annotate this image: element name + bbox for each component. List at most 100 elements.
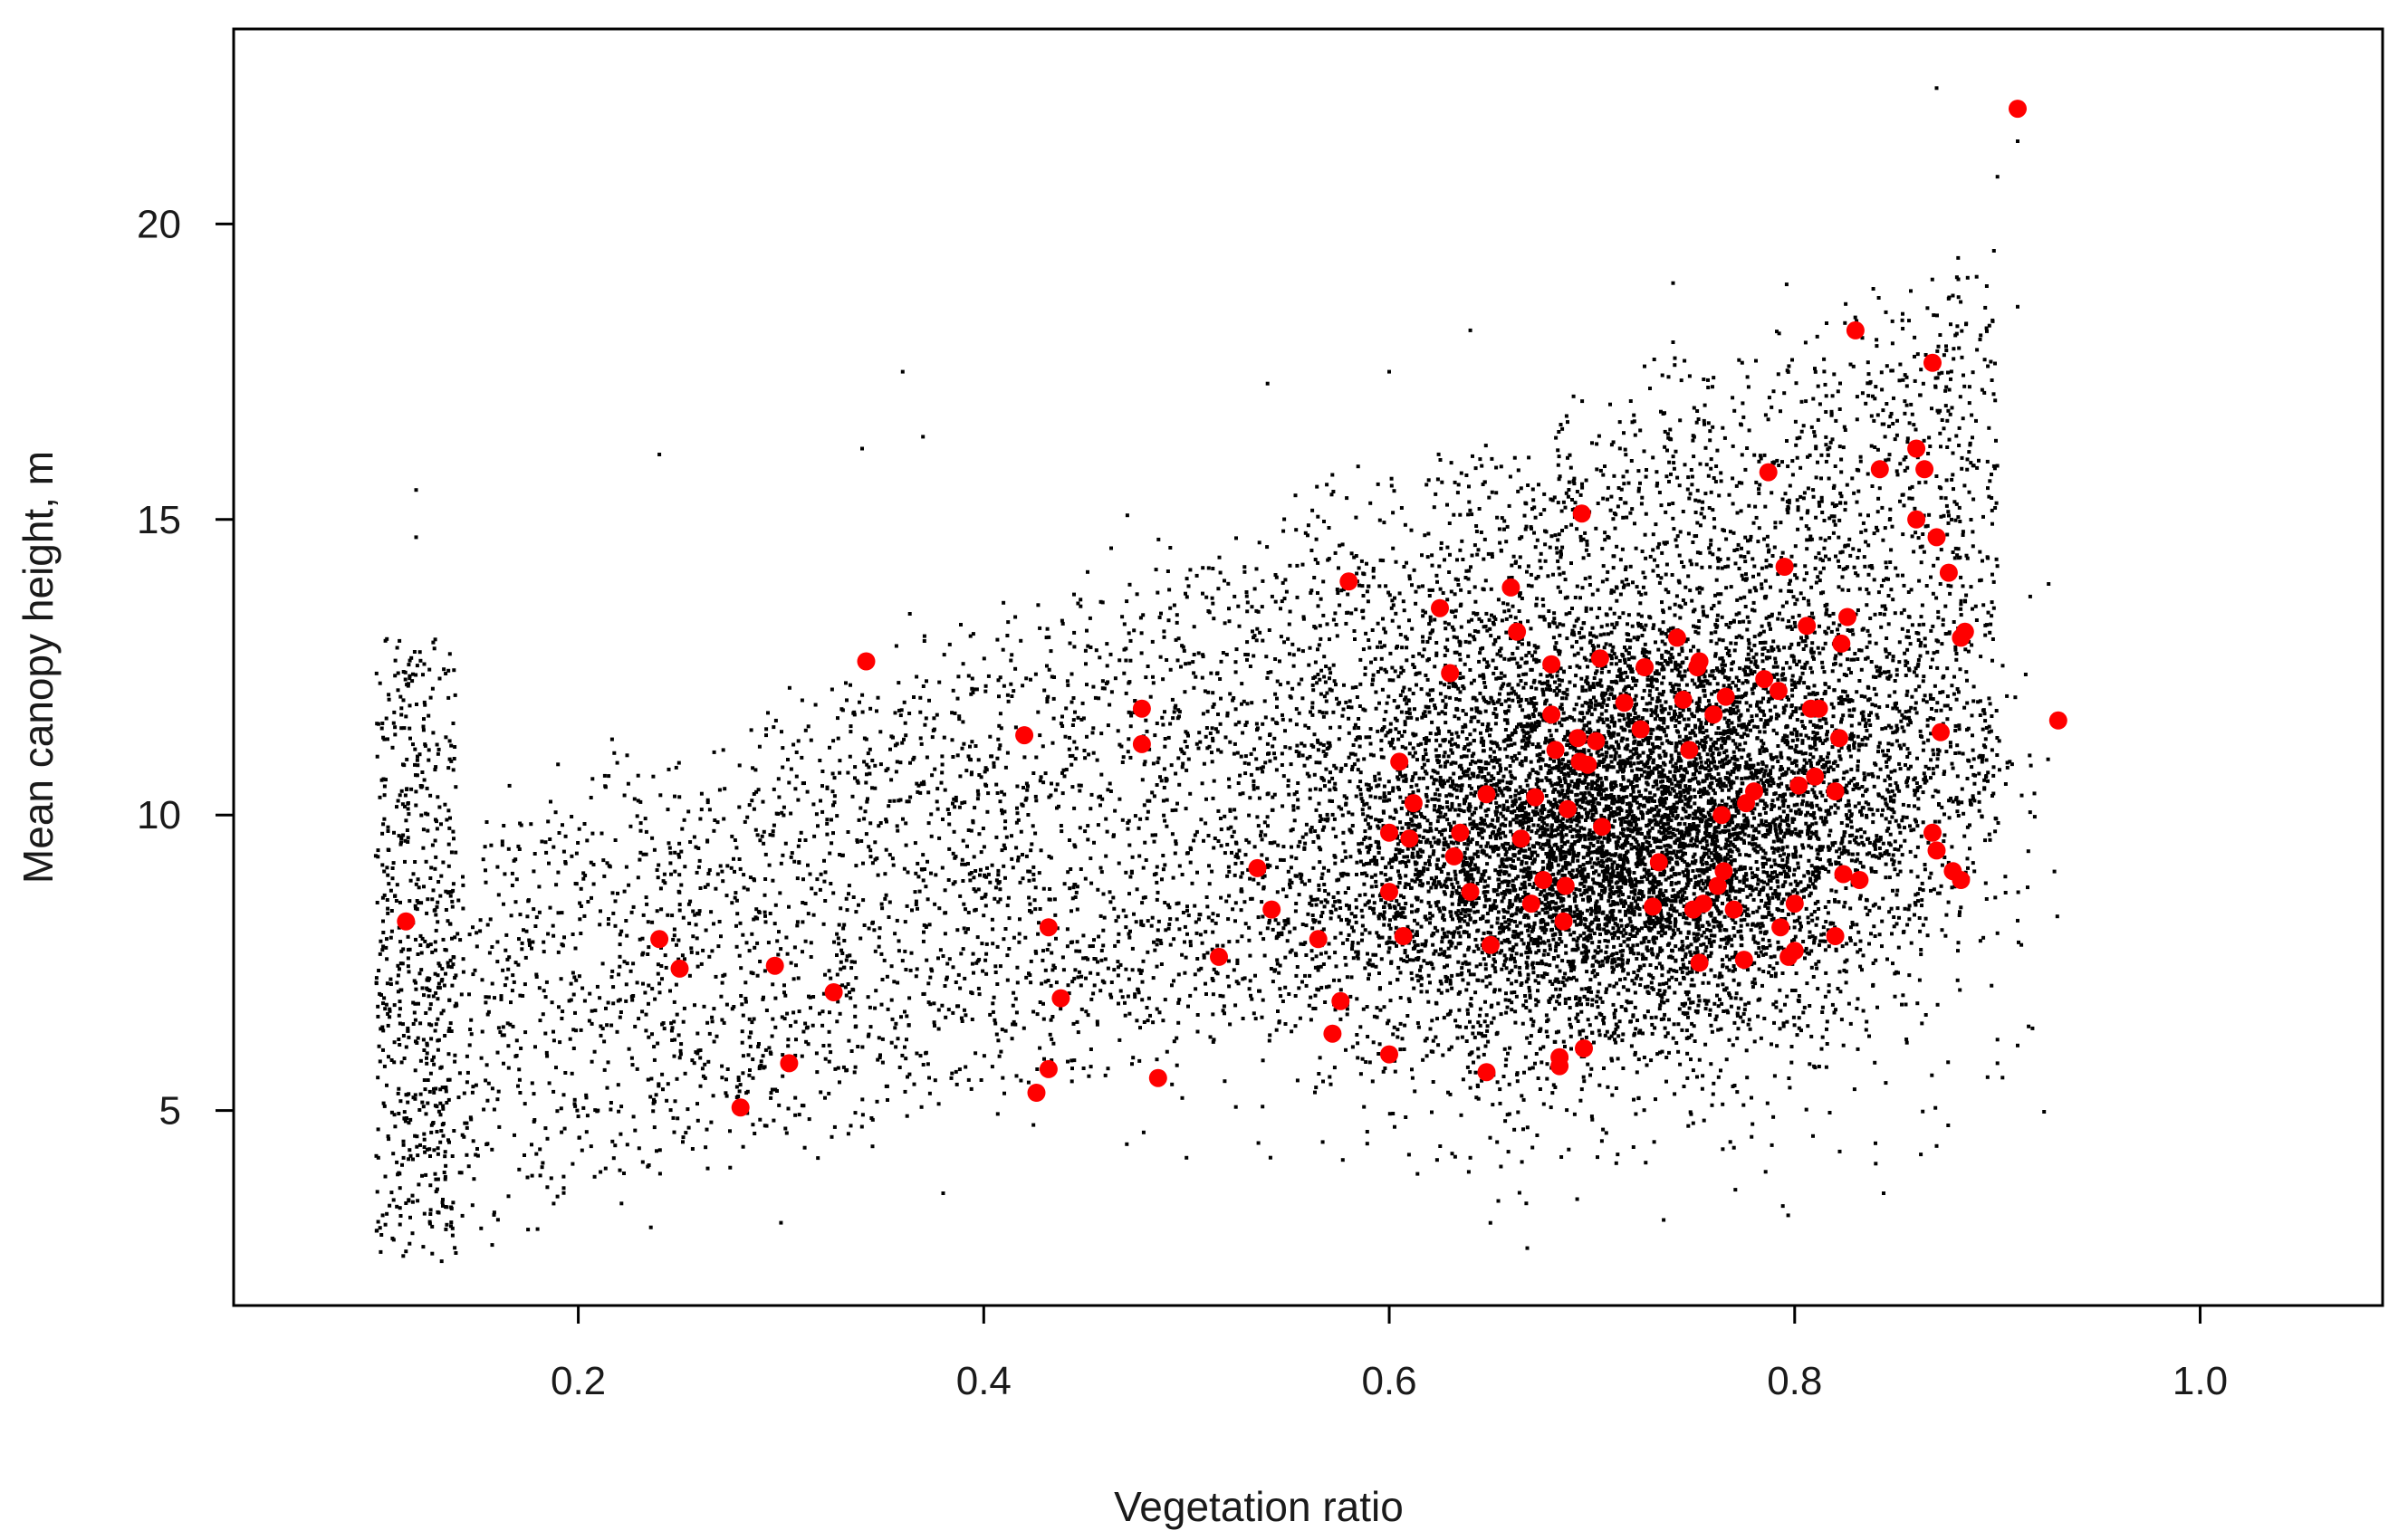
background-point [1438,681,1443,685]
background-point [1472,819,1476,824]
background-point [1880,944,1884,949]
background-point [1730,721,1734,725]
background-point [1679,674,1683,678]
background-point [1830,841,1835,846]
background-point [1500,684,1504,688]
background-point [1349,705,1354,710]
background-point [1660,851,1664,856]
background-point [1478,1007,1482,1011]
background-point [1405,715,1410,720]
background-point [1690,970,1694,974]
background-point [1367,977,1370,981]
background-point [1647,890,1652,894]
background-point [1605,923,1609,928]
background-point [1669,883,1674,887]
background-point [1347,716,1351,721]
background-point [1991,773,1996,778]
background-point [1536,574,1540,579]
background-point [1460,966,1464,971]
background-point [1833,899,1837,904]
background-point [1583,875,1587,879]
background-point [1689,1000,1693,1005]
background-point [1496,832,1501,837]
background-point [1598,785,1603,789]
background-point [1642,627,1646,632]
background-point [1444,954,1449,959]
background-point [1505,721,1510,725]
background-point [1515,646,1520,650]
background-point [1547,842,1551,847]
background-point [1699,760,1703,764]
background-point [1549,832,1553,837]
background-point [1701,882,1705,885]
background-point [1365,1130,1369,1133]
background-point [1798,732,1803,737]
background-point [1933,684,1937,688]
background-point [1841,689,1846,693]
background-point [1432,952,1436,956]
background-point [1480,801,1484,806]
background-point [1617,616,1622,619]
background-point [1788,1086,1792,1090]
background-point [1750,1134,1754,1139]
background-point [1756,1014,1760,1019]
background-point [1784,703,1789,708]
background-point [1831,768,1836,772]
background-point [1523,923,1528,928]
background-point [1602,875,1607,879]
background-point [1373,774,1377,779]
background-point [1918,886,1923,891]
background-point [1413,827,1417,832]
background-point [1514,912,1519,916]
background-point [1315,897,1319,902]
background-point [1440,806,1444,810]
background-point [1997,739,2001,743]
background-point [1483,1034,1488,1038]
background-point [1364,1060,1368,1064]
background-point [1555,692,1559,696]
background-point [1388,651,1393,655]
background-point [1563,1045,1567,1048]
background-point [1587,828,1592,833]
background-point [1438,779,1443,783]
background-point [1793,625,1798,629]
background-point [1631,1013,1635,1018]
background-point [1694,701,1699,705]
background-point [1536,1076,1540,1080]
background-point [1869,808,1874,812]
background-point [1350,941,1355,944]
background-point [1625,795,1629,799]
background-point [1941,617,1945,622]
background-point [1463,953,1467,958]
background-point [1590,780,1595,784]
background-point [1473,790,1478,795]
background-point [1640,926,1644,931]
background-point [1437,804,1442,808]
background-point [1545,1076,1549,1081]
background-point [1651,627,1655,630]
background-point [1720,804,1723,808]
background-point [1475,849,1480,854]
background-point [1694,769,1698,773]
background-point [1394,809,1398,814]
background-point [1806,915,1810,920]
background-point [1568,1034,1573,1038]
background-point [1223,1011,1226,1016]
background-point [1455,891,1460,895]
background-point [1628,749,1633,753]
background-point [1616,761,1621,766]
background-point [1703,740,1707,744]
background-point [1788,868,1791,873]
background-point [1730,780,1734,784]
background-point [1504,850,1509,854]
background-point [1634,837,1638,842]
background-point [2028,753,2032,758]
background-point [1520,708,1525,713]
background-point [1555,964,1559,969]
background-point [1612,835,1616,839]
background-point [1552,766,1557,770]
background-point [1423,861,1427,866]
background-point [1845,783,1849,788]
background-point [1491,818,1495,822]
